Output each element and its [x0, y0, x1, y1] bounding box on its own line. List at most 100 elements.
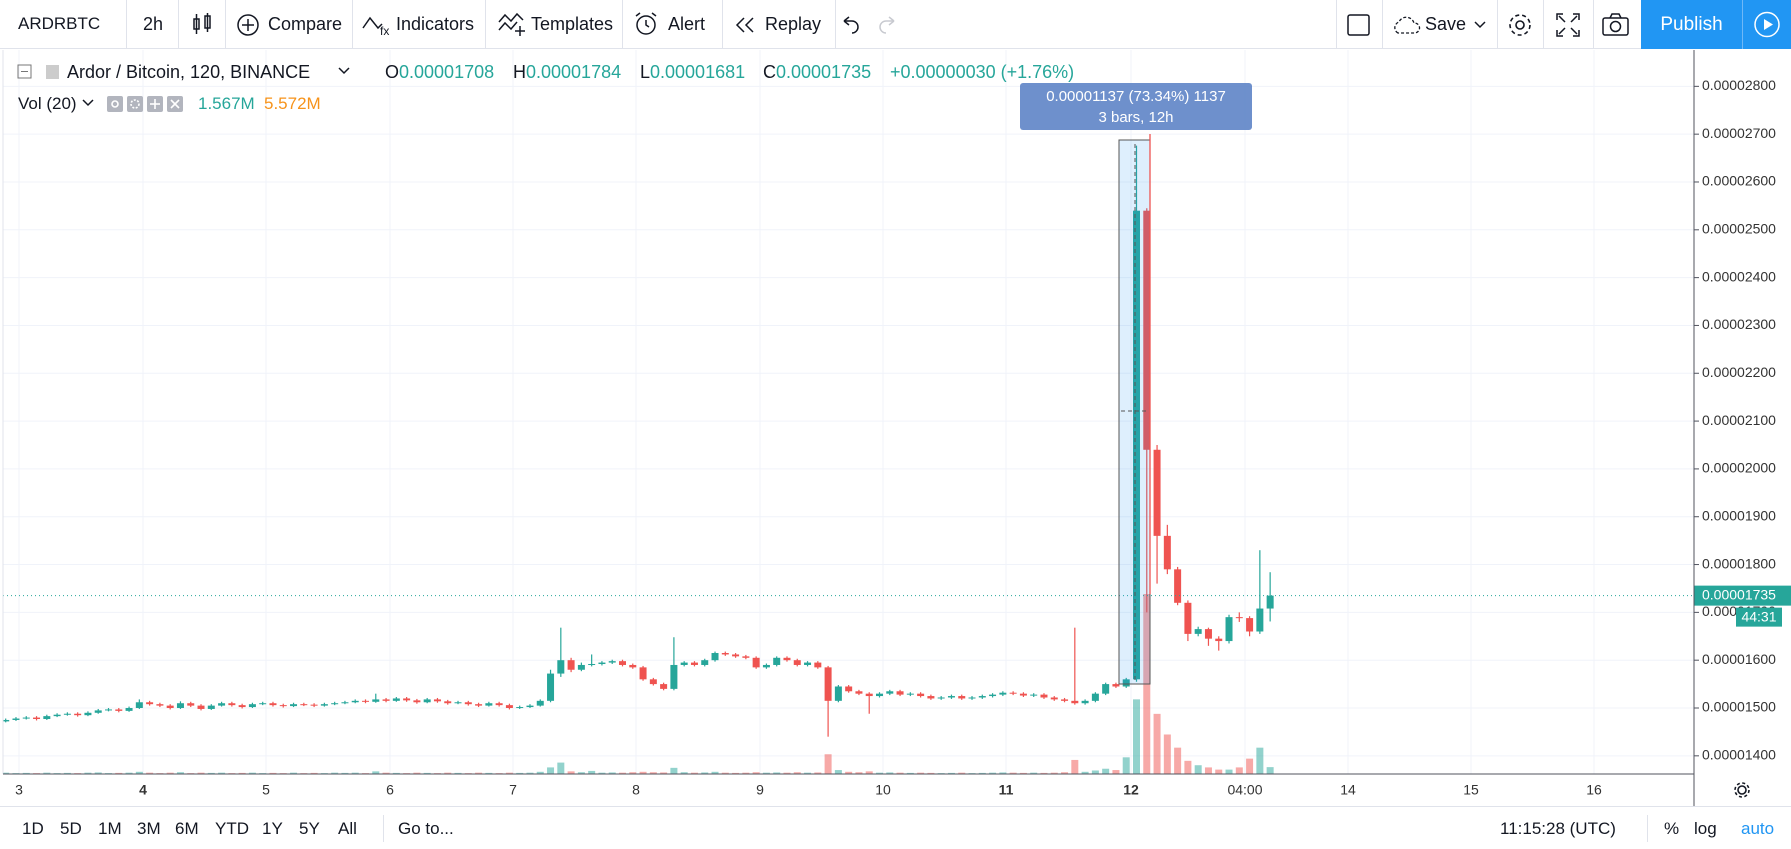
separator — [352, 0, 353, 49]
measure-tool[interactable]: 0.00001137 (73.34%) 1137 3 bars, 12h — [1020, 83, 1252, 685]
candle-body — [814, 662, 822, 668]
candle-body — [968, 697, 976, 699]
symbol[interactable]: ARDRBTC — [18, 14, 101, 33]
volume-bar — [218, 772, 226, 774]
countdown-label: 44:31 — [1741, 608, 1776, 624]
templates-icon[interactable] — [498, 12, 526, 38]
candle-body — [146, 702, 154, 705]
plot-area — [3, 145, 1694, 774]
snapshot-icon[interactable] — [1602, 13, 1630, 37]
y-tick-label: 0.00002300 — [1702, 316, 1776, 332]
candle-body — [917, 693, 925, 697]
candle-body — [238, 705, 246, 708]
interval[interactable]: 2h — [143, 14, 164, 34]
stream-button[interactable] — [1742, 0, 1791, 49]
indicators-button[interactable]: Indicators — [396, 14, 475, 34]
candle-body — [1246, 618, 1254, 632]
open-value: 0.00001708 — [399, 62, 495, 82]
auto-toggle[interactable]: auto — [1741, 819, 1775, 838]
candle-body — [74, 713, 82, 716]
range-button[interactable]: 1D — [22, 819, 44, 838]
indicators-icon[interactable]: fx — [362, 14, 390, 36]
range-button[interactable]: 5Y — [299, 819, 320, 838]
templates-button[interactable]: Templates — [531, 14, 614, 34]
separator — [225, 0, 226, 49]
y-tick-label: 0.00002800 — [1702, 77, 1776, 93]
volume-controls[interactable] — [106, 95, 186, 113]
volume-bar — [855, 772, 863, 774]
volume-bar — [207, 772, 215, 774]
settings-icon[interactable] — [1734, 782, 1750, 798]
bottom-toolbar: 1D 5D 1M 3M 6M YTD 1Y 5Y All Go to... 11:15:28 (… — [0, 806, 1791, 849]
separator — [126, 0, 127, 49]
log-toggle[interactable]: log — [1694, 819, 1717, 838]
publish-button[interactable]: Publish — [1641, 0, 1742, 49]
volume-chevron[interactable] — [82, 98, 94, 108]
legend-chevron[interactable] — [338, 66, 350, 76]
volume-bar — [1071, 759, 1079, 774]
candle-body — [701, 660, 709, 665]
low-value: 0.00001681 — [650, 62, 746, 82]
range-button[interactable]: 3M — [137, 819, 161, 838]
volume-bar — [1215, 769, 1223, 774]
chart-style-icon[interactable] — [190, 12, 214, 38]
separator — [485, 0, 486, 49]
volume-value: 1.567M — [198, 94, 255, 113]
candle-body — [475, 704, 483, 706]
volume-bar — [845, 771, 853, 774]
volume-bar — [947, 772, 955, 774]
volume-bar — [865, 771, 873, 774]
volume-bar — [649, 772, 657, 774]
candle-body — [207, 705, 215, 709]
alert-icon[interactable] — [634, 12, 662, 38]
save-menu-chevron[interactable] — [1474, 20, 1486, 30]
layout-icon[interactable] — [1347, 14, 1371, 38]
range-button[interactable]: 6M — [175, 819, 199, 838]
x-tick-label: 3 — [15, 782, 23, 798]
candle-body — [423, 699, 431, 703]
volume-bar — [1040, 772, 1048, 774]
candle-body — [12, 718, 20, 720]
cloud-icon[interactable] — [1391, 14, 1423, 36]
volume-bar — [3, 772, 10, 774]
range-button[interactable]: 1Y — [262, 819, 283, 838]
percent-toggle[interactable]: % — [1664, 819, 1680, 838]
separator — [383, 815, 384, 842]
replay-icon[interactable] — [734, 15, 758, 35]
candle-body — [762, 664, 770, 668]
range-button[interactable]: 5D — [60, 819, 82, 838]
volume-bar — [896, 772, 904, 774]
compare-button[interactable]: Compare — [268, 14, 343, 34]
volume-bar — [1061, 772, 1069, 774]
candle-body — [690, 662, 698, 665]
replay-button[interactable]: Replay — [765, 14, 822, 34]
compare-icon[interactable] — [236, 13, 260, 37]
undo-icon[interactable] — [840, 15, 864, 35]
candle-body — [742, 656, 750, 658]
candle-body — [865, 693, 873, 697]
range-button[interactable]: YTD — [215, 819, 249, 838]
settings-icon[interactable] — [1506, 11, 1534, 39]
alert-button[interactable]: Alert — [668, 14, 706, 34]
candle-body — [845, 686, 853, 692]
volume-bar — [43, 772, 51, 774]
range-button[interactable]: All — [338, 819, 357, 838]
candle-body — [248, 704, 256, 708]
separator — [1543, 0, 1544, 49]
goto-button[interactable]: Go to... — [398, 819, 454, 838]
save-button[interactable]: Save — [1425, 14, 1467, 34]
volume-bar — [392, 772, 400, 774]
measure-text: 0.00001137 (73.34%) 1137 — [1046, 88, 1226, 105]
volume-bar — [732, 772, 740, 774]
candle-body — [536, 700, 544, 706]
range-button[interactable]: 1M — [98, 819, 122, 838]
candle-body — [639, 667, 647, 680]
volume-bar — [804, 772, 812, 774]
grid — [3, 50, 1694, 774]
candle-body — [1071, 700, 1079, 704]
fullscreen-icon[interactable] — [1556, 13, 1580, 37]
candle-body — [3, 719, 10, 722]
volume-bar — [351, 772, 359, 774]
collapse-icon[interactable] — [17, 64, 33, 80]
volume-bar — [588, 770, 596, 774]
